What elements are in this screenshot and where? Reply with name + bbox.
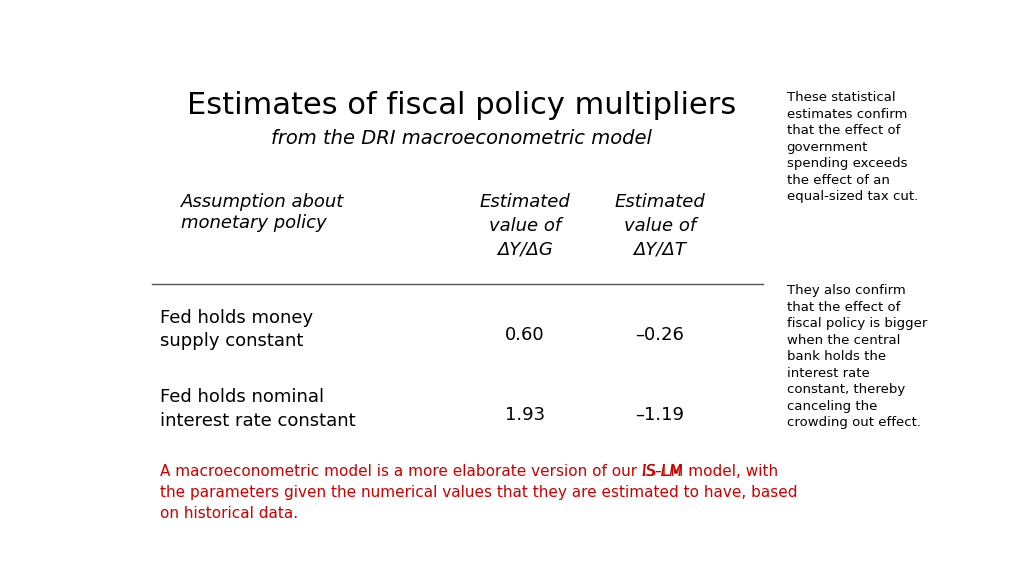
Text: –0.26: –0.26 bbox=[635, 327, 684, 344]
Text: A macroeconometric model is a more elaborate version of our IS-LM model, with
th: A macroeconometric model is a more elabo… bbox=[160, 464, 798, 521]
Text: 0.60: 0.60 bbox=[505, 327, 545, 344]
Text: Assumption about
monetary policy: Assumption about monetary policy bbox=[181, 194, 344, 232]
Text: from the DRI macroeconometric model: from the DRI macroeconometric model bbox=[271, 129, 651, 148]
Text: Estimated
value of
ΔY/ΔG: Estimated value of ΔY/ΔG bbox=[479, 194, 570, 259]
Text: Estimated
value of
ΔY/ΔT: Estimated value of ΔY/ΔT bbox=[614, 194, 706, 259]
Text: Fed holds nominal
interest rate constant: Fed holds nominal interest rate constant bbox=[160, 388, 355, 430]
Text: 1.93: 1.93 bbox=[505, 406, 545, 424]
Text: These statistical
estimates confirm
that the effect of
government
spending excee: These statistical estimates confirm that… bbox=[786, 92, 918, 203]
Text: IS-LM: IS-LM bbox=[642, 464, 683, 479]
Text: They also confirm
that the effect of
fiscal policy is bigger
when the central
ba: They also confirm that the effect of fis… bbox=[786, 284, 927, 429]
Text: Estimates of fiscal policy multipliers: Estimates of fiscal policy multipliers bbox=[186, 92, 736, 120]
Text: Fed holds money
supply constant: Fed holds money supply constant bbox=[160, 309, 313, 350]
Text: –1.19: –1.19 bbox=[635, 406, 684, 424]
